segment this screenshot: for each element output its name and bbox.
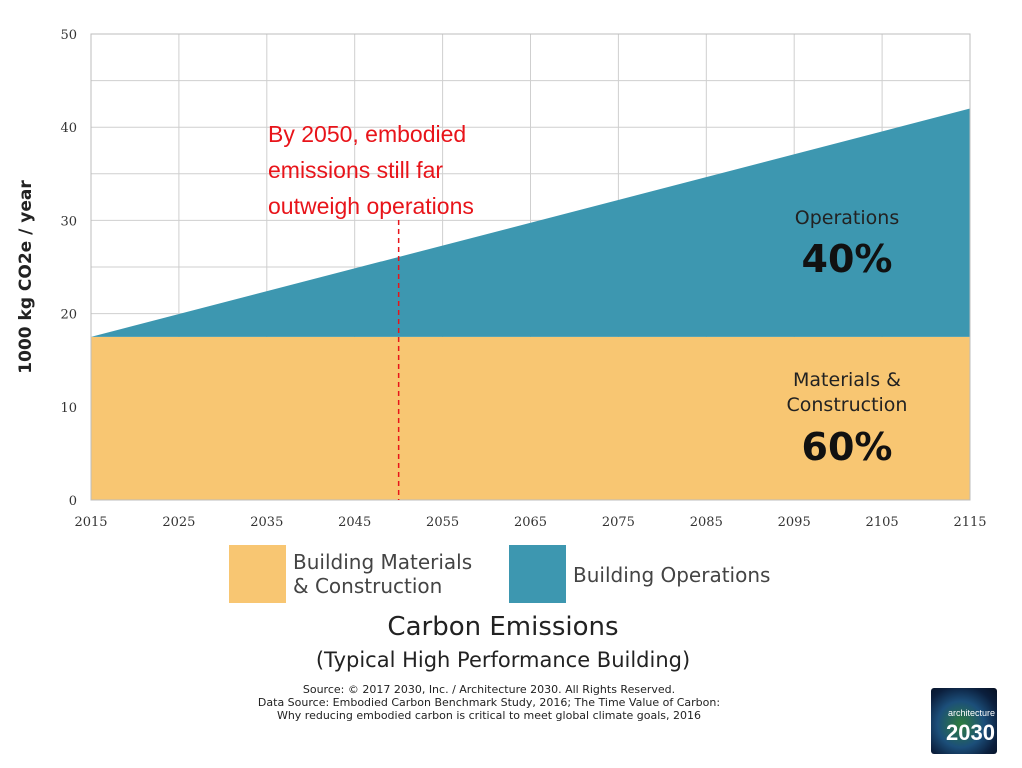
legend-swatch-materials xyxy=(229,545,286,603)
annotation-text-line: emissions still far xyxy=(268,157,443,183)
area-building-operations xyxy=(91,108,970,337)
materials-label: Materials & xyxy=(793,369,901,391)
y-tick-label: 30 xyxy=(60,214,77,229)
legend-swatch-operations xyxy=(509,545,566,603)
x-tick-label: 2115 xyxy=(953,515,986,530)
x-tick-label: 2105 xyxy=(866,515,899,530)
y-tick-label: 0 xyxy=(69,494,77,509)
x-tick-label: 2075 xyxy=(602,515,635,530)
legend-label-operations: Building Operations xyxy=(573,563,771,587)
legend-label-materials: Building Materials & Construction xyxy=(293,550,473,598)
x-tick-label: 2015 xyxy=(74,515,107,530)
x-tick-label: 2095 xyxy=(778,515,811,530)
y-tick-label: 40 xyxy=(60,121,77,136)
operations-percent: 40% xyxy=(802,237,893,281)
logo-small-text: architecture xyxy=(947,708,995,718)
chart-title: Carbon Emissions xyxy=(387,612,619,642)
emissions-chart: 2015 2025 2035 2045 2055 2065 2075 2085 2095 2105… xyxy=(16,28,987,530)
y-axis-label: 1000 kg CO2e / year xyxy=(16,180,36,374)
operations-label: Operations xyxy=(795,207,899,229)
source-line-3: Why reducing embodied carbon is critical… xyxy=(276,709,702,722)
x-tick-label: 2065 xyxy=(514,515,547,530)
architecture-2030-logo: architecture 2030 xyxy=(931,688,997,754)
materials-percent: 60% xyxy=(802,425,893,469)
y-tick-label: 50 xyxy=(60,28,77,43)
x-tick-label: 2045 xyxy=(338,515,371,530)
plot-frame xyxy=(90,33,971,501)
y-tick-label: 20 xyxy=(60,308,77,323)
annotation-text-line: outweigh operations xyxy=(268,193,474,219)
logo-big-text: 2030 xyxy=(946,720,995,745)
source-line-2: Data Source: Embodied Carbon Benchmark S… xyxy=(257,696,721,709)
x-tick-label: 2085 xyxy=(690,515,723,530)
x-tick-label: 2035 xyxy=(250,515,283,530)
chart-subtitle: (Typical High Performance Building) xyxy=(315,648,691,672)
y-tick-label: 10 xyxy=(60,401,77,416)
source-line-1: Source: © 2017 2030, Inc. / Architecture… xyxy=(302,683,676,696)
materials-label: Construction xyxy=(787,394,908,416)
annotation-text-line: By 2050, embodied xyxy=(268,121,466,147)
x-tick-label: 2055 xyxy=(426,515,459,530)
area-materials-construction xyxy=(91,336,970,500)
x-tick-label: 2025 xyxy=(162,515,195,530)
